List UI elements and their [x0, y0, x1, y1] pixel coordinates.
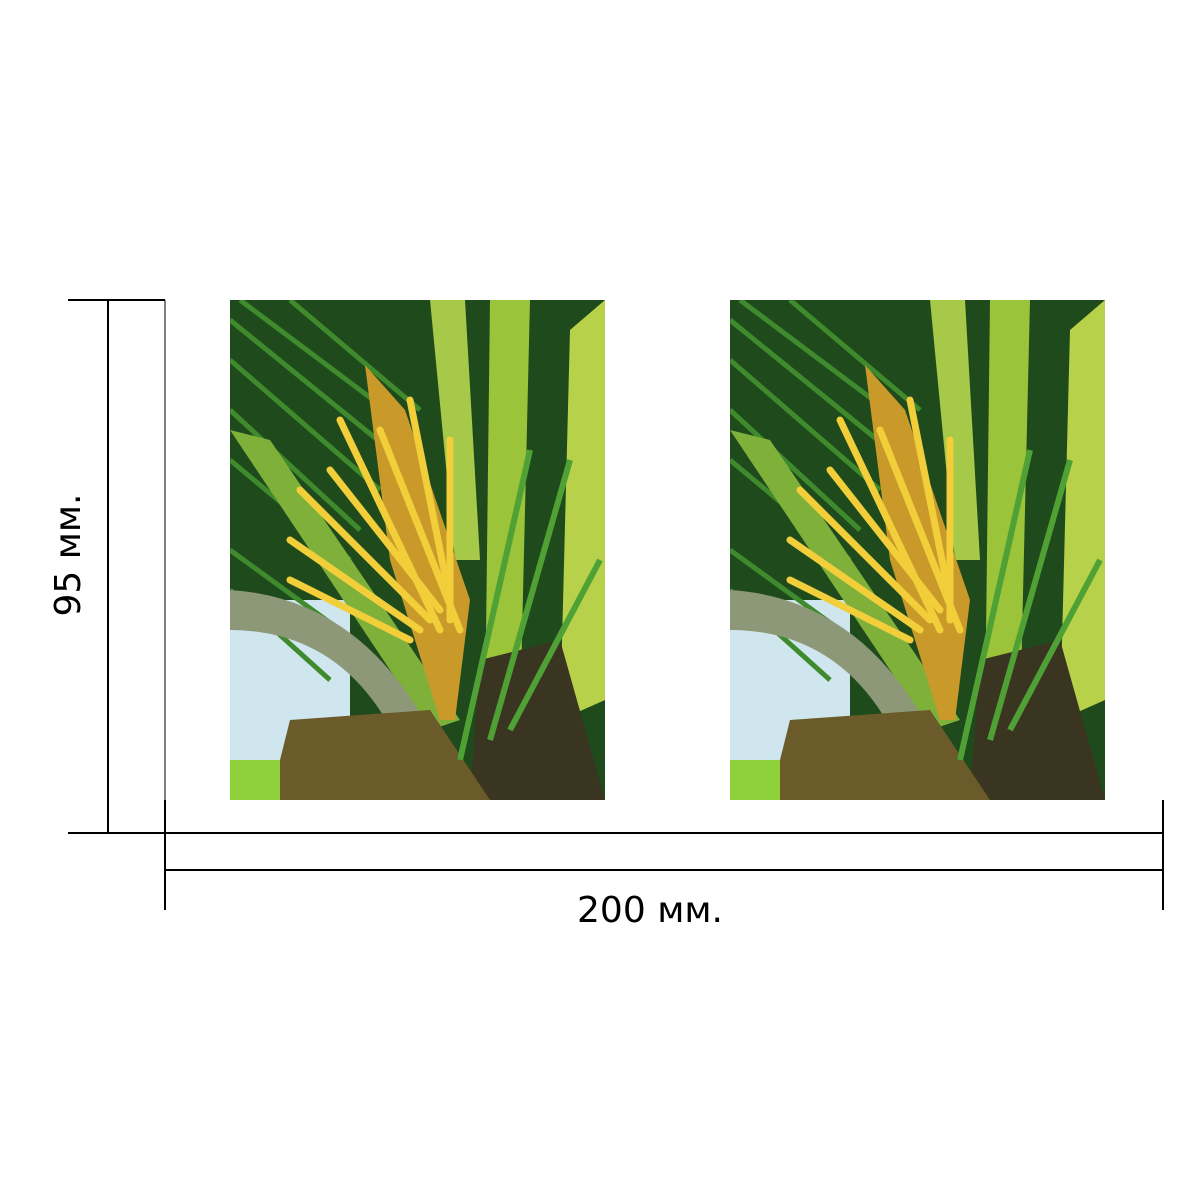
- width-dimension: [164, 800, 1164, 910]
- product-photo: [730, 300, 1105, 800]
- product-photo: [230, 300, 605, 800]
- height-label: 95 мм.: [48, 493, 89, 616]
- width-label: 200 мм.: [577, 890, 723, 931]
- height-dimension: [68, 299, 166, 834]
